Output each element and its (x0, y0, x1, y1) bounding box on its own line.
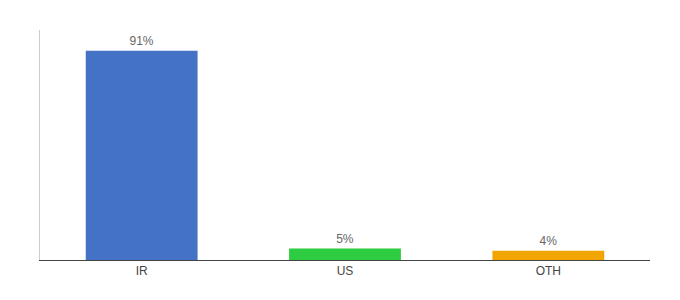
svg-text:5%: 5% (336, 232, 354, 246)
svg-text:IR: IR (136, 264, 148, 278)
svg-text:US: US (337, 264, 354, 278)
svg-text:4%: 4% (539, 234, 557, 248)
svg-text:OTH: OTH (536, 264, 561, 278)
svg-text:91%: 91% (129, 34, 153, 48)
